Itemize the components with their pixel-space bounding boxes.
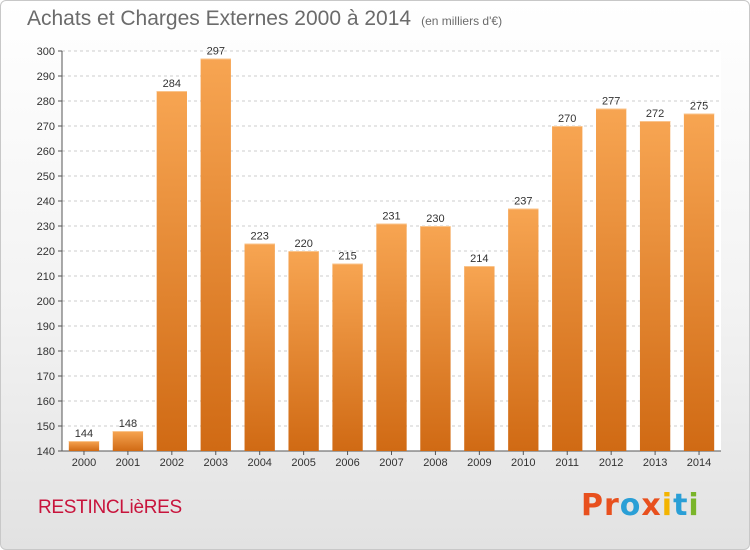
x-tick-label: 2010	[511, 457, 535, 469]
logo-letter: i	[661, 488, 674, 523]
data-label-2005: 220	[294, 238, 312, 250]
y-tick-label: 230	[37, 221, 55, 233]
data-label-2013: 272	[646, 108, 664, 120]
bar-2010	[508, 208, 539, 451]
x-tick-label: 2012	[599, 457, 623, 469]
y-tick-label: 200	[37, 296, 55, 308]
data-label-2010: 237	[514, 196, 532, 208]
bar-2007	[376, 223, 407, 451]
bar-2002	[156, 91, 187, 451]
y-tick-label: 140	[37, 446, 55, 458]
logo-letter: P	[581, 488, 604, 523]
data-label-2006: 215	[338, 251, 356, 263]
bar-2011	[552, 126, 583, 451]
data-label-2002: 284	[163, 78, 181, 90]
y-tick-label: 170	[37, 371, 55, 383]
y-tick-label: 180	[37, 346, 55, 358]
y-tick-label: 250	[37, 171, 55, 183]
bar-2014	[683, 113, 715, 451]
data-label-2012: 277	[602, 96, 620, 108]
bar-2004	[244, 243, 275, 451]
x-tick-label: 2001	[116, 457, 140, 469]
x-tick-label: 2002	[160, 457, 184, 469]
y-tick-label: 210	[37, 271, 55, 283]
x-tick-label: 2007	[379, 457, 403, 469]
x-tick-label: 2005	[291, 457, 315, 469]
logo-letter: r	[604, 488, 620, 523]
y-tick-label: 150	[37, 421, 55, 433]
bar-2006	[332, 263, 363, 451]
bar-2000	[68, 441, 100, 451]
x-tick-label: 2009	[467, 457, 491, 469]
y-tick-label: 220	[37, 246, 55, 258]
logo-letter: x	[641, 488, 662, 523]
data-label-2001: 148	[119, 418, 137, 430]
bar-2005	[288, 251, 319, 451]
y-tick-label: 240	[37, 196, 55, 208]
logo-letter: o	[619, 488, 642, 523]
x-tick-label: 2013	[643, 457, 667, 469]
x-tick-label: 2003	[204, 457, 228, 469]
logo-letter: i	[688, 488, 700, 523]
x-tick-label: 2011	[555, 457, 579, 469]
y-tick-label: 290	[37, 71, 55, 83]
x-tick-label: 2004	[247, 457, 271, 469]
x-tick-label: 2006	[335, 457, 359, 469]
x-tick-label: 2008	[423, 457, 447, 469]
bar-2012	[596, 108, 627, 451]
chart-title-text: Achats et Charges Externes 2000 à 2014	[27, 7, 412, 30]
data-label-2011: 270	[558, 113, 576, 125]
bar-2001	[112, 431, 144, 451]
bar-2003	[200, 58, 231, 451]
y-tick-label: 160	[37, 396, 55, 408]
data-label-2009: 214	[470, 253, 488, 265]
y-tick-label: 190	[37, 321, 55, 333]
logo-letter: t	[673, 488, 689, 523]
chart-title: Achats et Charges Externes 2000 à 2014 (e…	[27, 7, 502, 31]
data-label-2014: 275	[690, 101, 708, 113]
data-label-2004: 223	[251, 231, 269, 243]
data-label-2003: 297	[207, 46, 225, 58]
commune-name: RESTINCLièRES	[38, 497, 182, 518]
data-label-2007: 231	[382, 211, 400, 223]
x-tick-label: 2014	[687, 457, 711, 469]
data-label-2008: 230	[426, 213, 444, 225]
x-tick-label: 2000	[72, 457, 96, 469]
bar-2008	[420, 226, 451, 451]
bar-2013	[639, 121, 671, 451]
data-label-2000: 144	[75, 428, 93, 440]
y-tick-label: 270	[37, 121, 55, 133]
chart-subtitle: (en milliers d'€)	[421, 14, 503, 28]
y-tick-label: 280	[37, 96, 55, 108]
y-tick-label: 300	[37, 46, 55, 58]
y-tick-label: 260	[37, 146, 55, 158]
proxiti-logo: Proxiti	[581, 488, 700, 523]
bar-2009	[464, 266, 495, 451]
